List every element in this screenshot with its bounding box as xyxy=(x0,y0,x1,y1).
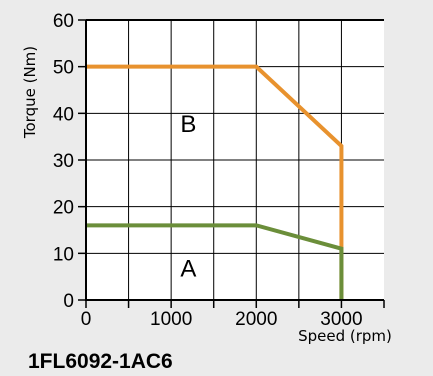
x-tick-label: 1000 xyxy=(150,309,192,330)
y-tick-label: 10 xyxy=(53,244,74,265)
y-tick-label: 20 xyxy=(53,198,74,219)
y-tick-label: 40 xyxy=(53,104,74,125)
model-label: 1FL6092-1AC6 xyxy=(28,350,173,373)
chart-labels: Torque (Nm) Speed (rpm) 1FL6092-1AC6 xyxy=(21,46,392,373)
series-lines xyxy=(86,64,344,300)
series-line-a xyxy=(86,223,344,300)
y-tick-label: 30 xyxy=(53,151,74,172)
region-label-b: B xyxy=(180,111,196,138)
y-tick-label: 50 xyxy=(53,58,74,79)
region-label-a: A xyxy=(180,256,196,283)
y-tick-label: 60 xyxy=(53,11,74,32)
x-tick-label: 0 xyxy=(81,309,92,330)
x-tick-label: 3000 xyxy=(320,309,362,330)
x-tick-label: 2000 xyxy=(235,309,277,330)
y-axis-title: Torque (Nm) xyxy=(21,46,39,139)
tick-labels: 0 10 20 30 40 50 60 0 1000 2000 3000 B A xyxy=(53,11,363,330)
x-axis-title: Speed (rpm) xyxy=(298,327,392,345)
y-tick-label: 0 xyxy=(63,291,74,312)
axes xyxy=(78,19,385,308)
series-line-b xyxy=(86,64,344,300)
